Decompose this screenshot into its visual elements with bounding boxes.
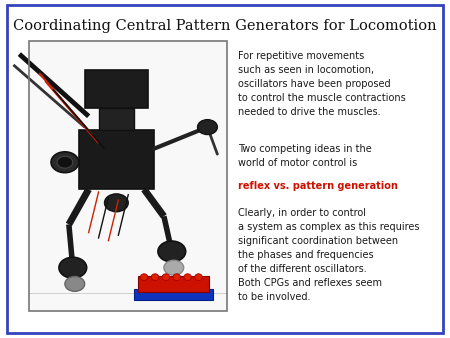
Circle shape: [158, 241, 186, 262]
Text: For repetitive movements
such as seen in locomotion,
oscillators have been propo: For repetitive movements such as seen in…: [238, 51, 406, 117]
Circle shape: [65, 276, 85, 291]
Bar: [29, 41, 227, 311]
FancyBboxPatch shape: [85, 70, 148, 108]
FancyBboxPatch shape: [79, 130, 154, 189]
Bar: [29, 41, 227, 311]
Circle shape: [59, 257, 87, 278]
Circle shape: [104, 194, 128, 212]
Text: Coordinating Central Pattern Generators for Locomotion: Coordinating Central Pattern Generators …: [13, 19, 437, 32]
FancyBboxPatch shape: [134, 289, 213, 300]
Ellipse shape: [184, 274, 191, 281]
Bar: [29, 41, 227, 311]
Circle shape: [57, 156, 73, 168]
Circle shape: [51, 152, 79, 173]
FancyBboxPatch shape: [138, 276, 209, 292]
Ellipse shape: [162, 274, 170, 281]
Text: reflex vs. pattern generation: reflex vs. pattern generation: [238, 181, 398, 191]
Ellipse shape: [151, 274, 159, 281]
Circle shape: [164, 260, 184, 275]
Ellipse shape: [173, 274, 180, 281]
Circle shape: [198, 120, 217, 135]
Text: Clearly, in order to control
a system as complex as this requires
significant co: Clearly, in order to control a system as…: [238, 208, 420, 302]
Ellipse shape: [195, 274, 202, 281]
Ellipse shape: [140, 274, 148, 281]
Text: Two competing ideas in the
world of motor control is: Two competing ideas in the world of moto…: [238, 144, 372, 168]
Bar: [99, 108, 134, 130]
